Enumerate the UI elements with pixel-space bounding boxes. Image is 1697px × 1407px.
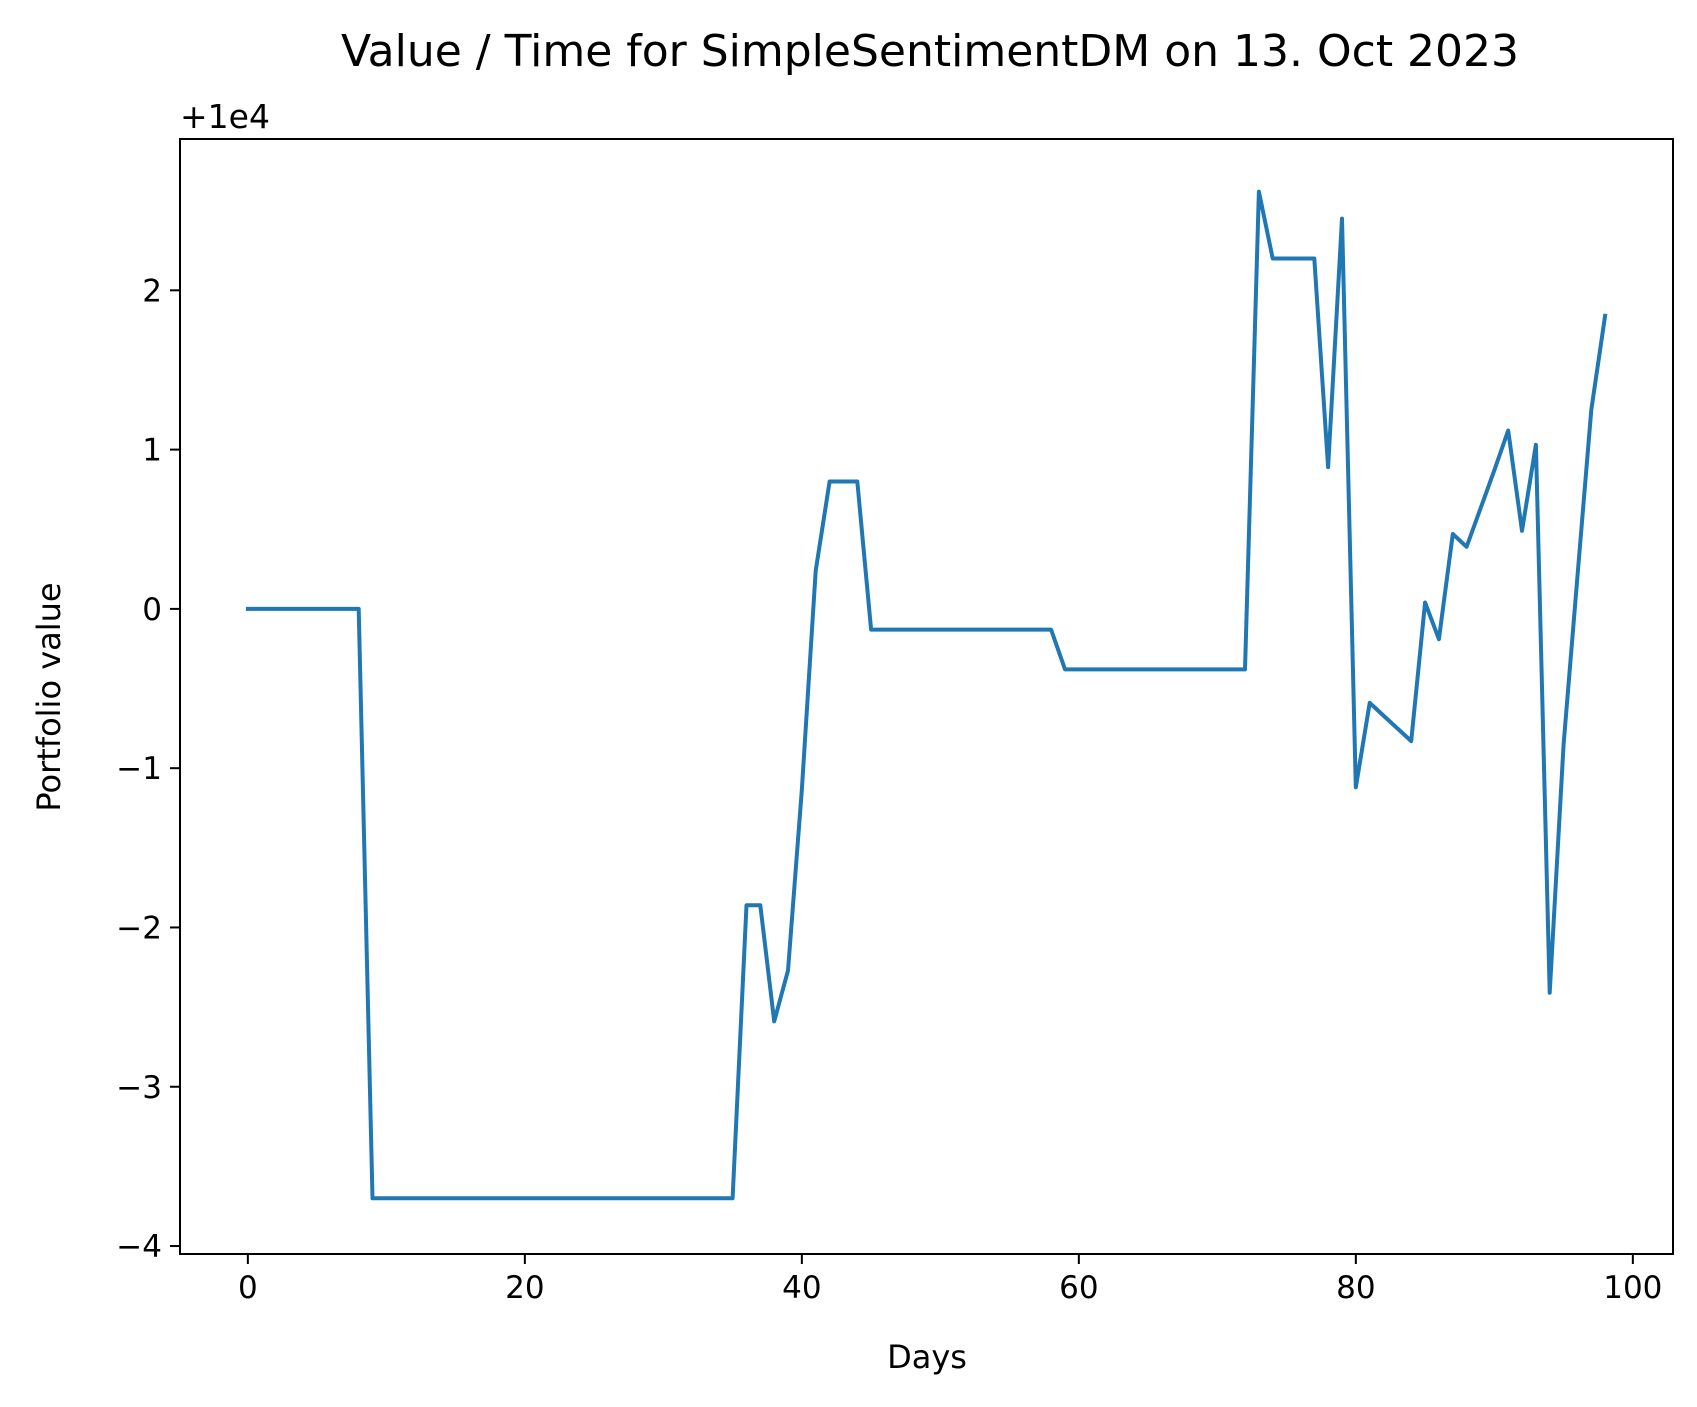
x-tick-label: 40 bbox=[782, 1270, 821, 1306]
x-axis-label: Days bbox=[887, 1338, 967, 1376]
chart-title: Value / Time for SimpleSentimentDM on 13… bbox=[341, 26, 1519, 77]
x-tick-label: 100 bbox=[1603, 1270, 1662, 1306]
y-tick-label: 0 bbox=[142, 592, 162, 628]
plot-area bbox=[179, 138, 1674, 1255]
y-axis-offset-label: +1e4 bbox=[180, 97, 270, 136]
y-tick-label: −3 bbox=[116, 1070, 162, 1106]
y-tick-label: −4 bbox=[116, 1229, 162, 1265]
y-axis-ticks: −4 −3 −2 −1 0 1 2 bbox=[116, 273, 180, 1265]
series-lines bbox=[245, 189, 1608, 1201]
series-line bbox=[245, 189, 1608, 1201]
axes-frame bbox=[179, 138, 1674, 1255]
y-tick-label: −2 bbox=[116, 910, 162, 946]
x-axis-ticks: 0 20 40 60 80 100 bbox=[238, 1254, 1662, 1306]
y-tick-label: 1 bbox=[142, 433, 162, 469]
y-tick-label: −1 bbox=[116, 751, 162, 787]
y-axis-label: Portfolio value bbox=[30, 582, 68, 811]
x-tick-label: 60 bbox=[1059, 1270, 1098, 1306]
x-tick-label: 0 bbox=[238, 1270, 258, 1306]
y-tick-label: 2 bbox=[142, 273, 162, 309]
x-tick-label: 80 bbox=[1336, 1270, 1375, 1306]
x-tick-label: 20 bbox=[505, 1270, 544, 1306]
